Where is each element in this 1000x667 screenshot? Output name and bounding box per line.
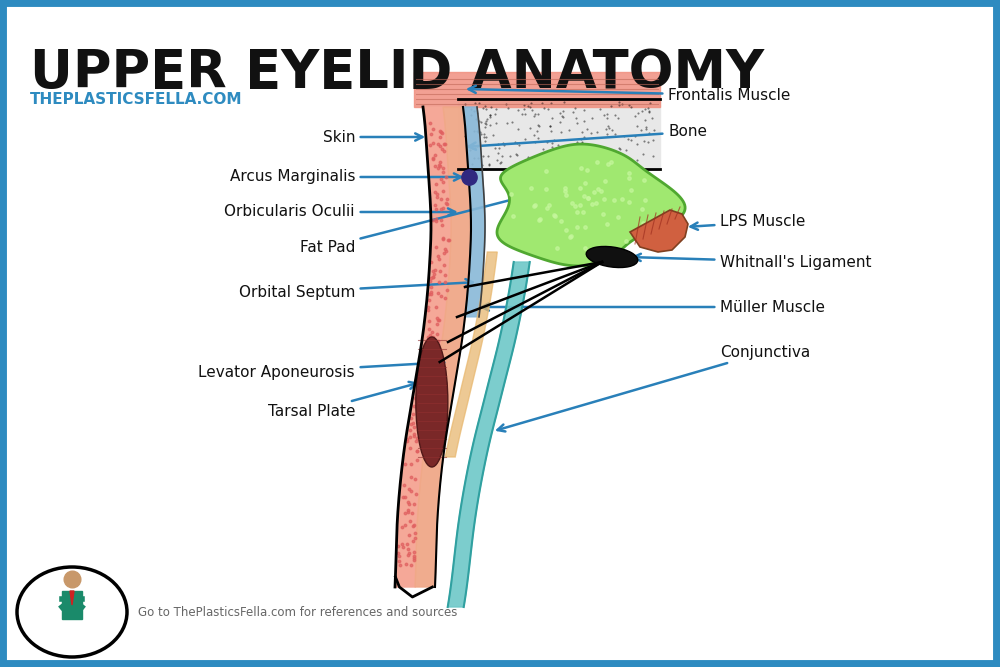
Polygon shape xyxy=(497,144,685,266)
Text: Whitnall's Ligament: Whitnall's Ligament xyxy=(634,253,872,269)
Text: LPS Muscle: LPS Muscle xyxy=(691,215,805,230)
Text: Arcus Marginalis: Arcus Marginalis xyxy=(230,169,461,185)
Polygon shape xyxy=(62,591,82,619)
Polygon shape xyxy=(630,210,688,252)
Text: Müller Muscle: Müller Muscle xyxy=(482,299,825,315)
Text: Conjunctiva: Conjunctiva xyxy=(497,344,810,432)
Polygon shape xyxy=(70,591,74,605)
Text: THEPLASTICSFELLA.COM: THEPLASTICSFELLA.COM xyxy=(30,92,242,107)
Text: Bone: Bone xyxy=(469,125,707,150)
Text: Levator Aponeurosis: Levator Aponeurosis xyxy=(198,359,444,380)
Text: Frontalis Muscle: Frontalis Muscle xyxy=(469,85,790,103)
Ellipse shape xyxy=(586,247,638,267)
Text: Fat Pad: Fat Pad xyxy=(300,195,525,255)
Polygon shape xyxy=(414,72,660,107)
Text: Orbital Septum: Orbital Septum xyxy=(239,279,473,299)
Ellipse shape xyxy=(17,567,127,657)
Text: Go to ThePlasticsFella.com for references and sources: Go to ThePlasticsFella.com for reference… xyxy=(138,606,457,618)
Text: Orbicularis Oculii: Orbicularis Oculii xyxy=(224,205,455,219)
Text: UPPER EYELID ANATOMY: UPPER EYELID ANATOMY xyxy=(30,47,764,99)
Polygon shape xyxy=(463,107,485,317)
Polygon shape xyxy=(395,107,451,587)
Text: Tarsal Plate: Tarsal Plate xyxy=(268,382,416,420)
Ellipse shape xyxy=(416,337,448,467)
Polygon shape xyxy=(448,262,530,607)
Polygon shape xyxy=(458,99,660,169)
Polygon shape xyxy=(415,107,471,587)
Text: Skin: Skin xyxy=(322,129,422,145)
Polygon shape xyxy=(445,252,497,457)
